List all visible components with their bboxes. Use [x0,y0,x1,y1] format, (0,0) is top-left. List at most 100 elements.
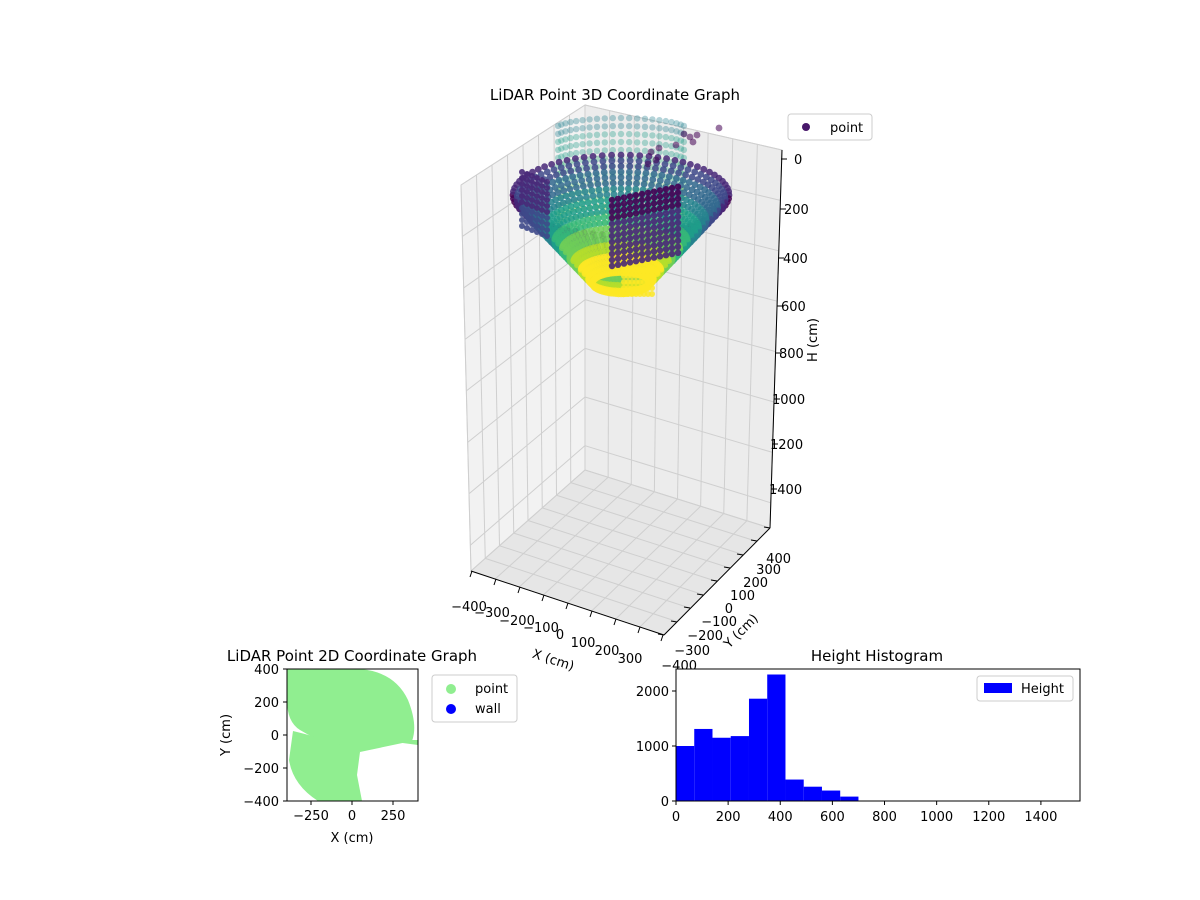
point-marker-3d [632,258,640,265]
point-marker-3d [529,185,535,191]
point-marker-3d [715,124,723,132]
point-marker-3d [595,186,603,194]
point-marker-3d [593,131,601,138]
histogram-bar [676,746,695,801]
point-marker-3d [620,224,628,231]
point-marker-3d [667,167,675,175]
x-tick-label-histogram: 400 [768,810,793,825]
point-marker-3d [554,122,562,130]
x-tick-label-3d: 200 [595,644,620,659]
point-marker-3d [573,149,580,157]
point-marker-3d [608,244,616,252]
point-marker-3d [539,207,545,213]
point-marker-3d [539,219,545,225]
point-marker-3d [554,130,562,138]
point-marker-3d [617,179,625,187]
point-marker-3d [608,262,616,270]
point-marker-3d [662,222,670,229]
point-marker-3d [608,232,616,240]
point-marker-3d [626,217,634,224]
point-marker-3d [586,116,593,123]
point-marker-3d [674,189,682,196]
point-marker-3d [565,162,573,170]
point-marker-3d [668,232,676,240]
histogram-bar [712,737,731,801]
point-marker-3d [656,193,664,200]
point-marker-3d [589,192,597,200]
point-marker-3d [608,250,616,258]
point-marker-3d [674,183,682,190]
point-marker-3d [544,227,550,233]
point-marker-3d [601,174,609,182]
point-marker-3d [573,141,580,149]
point-marker-3d [539,231,545,237]
point-marker-3d [593,209,601,217]
point-marker-3d [649,116,656,123]
point-marker-3d [649,285,655,291]
x-axis-label-2d: X (cm) [331,831,374,846]
point-marker-3d [662,125,669,133]
point-marker-3d [544,215,550,221]
point-marker-3d [562,174,569,182]
point-marker-3d [644,207,652,214]
point-marker-3d [675,169,682,177]
point-marker-3d [688,173,696,181]
point-marker-3d [674,207,682,214]
point-marker-3d [668,190,676,198]
point-marker-3d [541,163,548,171]
point-marker-3d [567,142,574,150]
grid-line-3d [468,396,586,495]
point-marker-3d [626,235,634,242]
point-marker-3d [693,131,701,139]
point-marker-3d [567,167,575,175]
point-marker-3d [620,230,628,237]
point-marker-3d [656,253,664,260]
point-marker-3d [539,195,545,201]
point-marker-3d [680,138,688,146]
grid-line-3d [639,520,748,628]
point-marker-3d [638,250,646,258]
point-marker-3d [568,190,576,198]
point-marker-3d [649,267,655,273]
point-marker-3d [539,177,545,183]
point-marker-3d [534,193,540,199]
histogram-bar [748,698,768,801]
point-marker-3d [641,147,649,154]
point-marker-3d [592,203,600,211]
point-marker-3d [579,133,586,140]
point-marker-3d [609,130,616,138]
point-marker-3d [632,210,640,217]
point-marker-3d [694,176,702,183]
point-marker-3d [664,178,671,186]
point-marker-3d [524,225,530,231]
z-tick-label-3d: 0 [794,153,802,168]
point-marker-3d [544,185,550,191]
point-marker-3d [656,235,664,242]
point-marker-3d [575,207,582,214]
point-marker-3d [634,131,641,138]
point-marker-3d [634,115,641,122]
point-marker-3d [626,259,634,266]
grid-line-3d [584,347,775,403]
point-marker-3d [562,136,569,143]
chart-2d: LiDAR Point 2D Coordinate Graph −250 0 2… [219,647,518,846]
point-marker-3d [656,217,664,224]
point-marker-3d [680,189,688,197]
point-marker-3d [632,228,640,235]
point-marker-3d [601,131,608,138]
point-marker-3d [565,197,572,205]
point-marker-3d [674,231,682,238]
point-marker-3d [519,169,525,175]
z-tick-label-3d: 1000 [772,393,805,408]
point-marker-3d [617,174,625,181]
point-marker-3d [644,225,652,232]
point-marker-3d [574,189,582,197]
point-marker-3d [579,182,587,190]
point-marker-3d [691,181,699,189]
point-marker-3d [634,168,642,176]
point-marker-3d [625,179,633,187]
point-marker-3d [614,231,622,238]
point-marker-3d [644,255,652,262]
legend-3d-frame [787,113,873,141]
x-tick-label-3d: 300 [618,652,643,667]
